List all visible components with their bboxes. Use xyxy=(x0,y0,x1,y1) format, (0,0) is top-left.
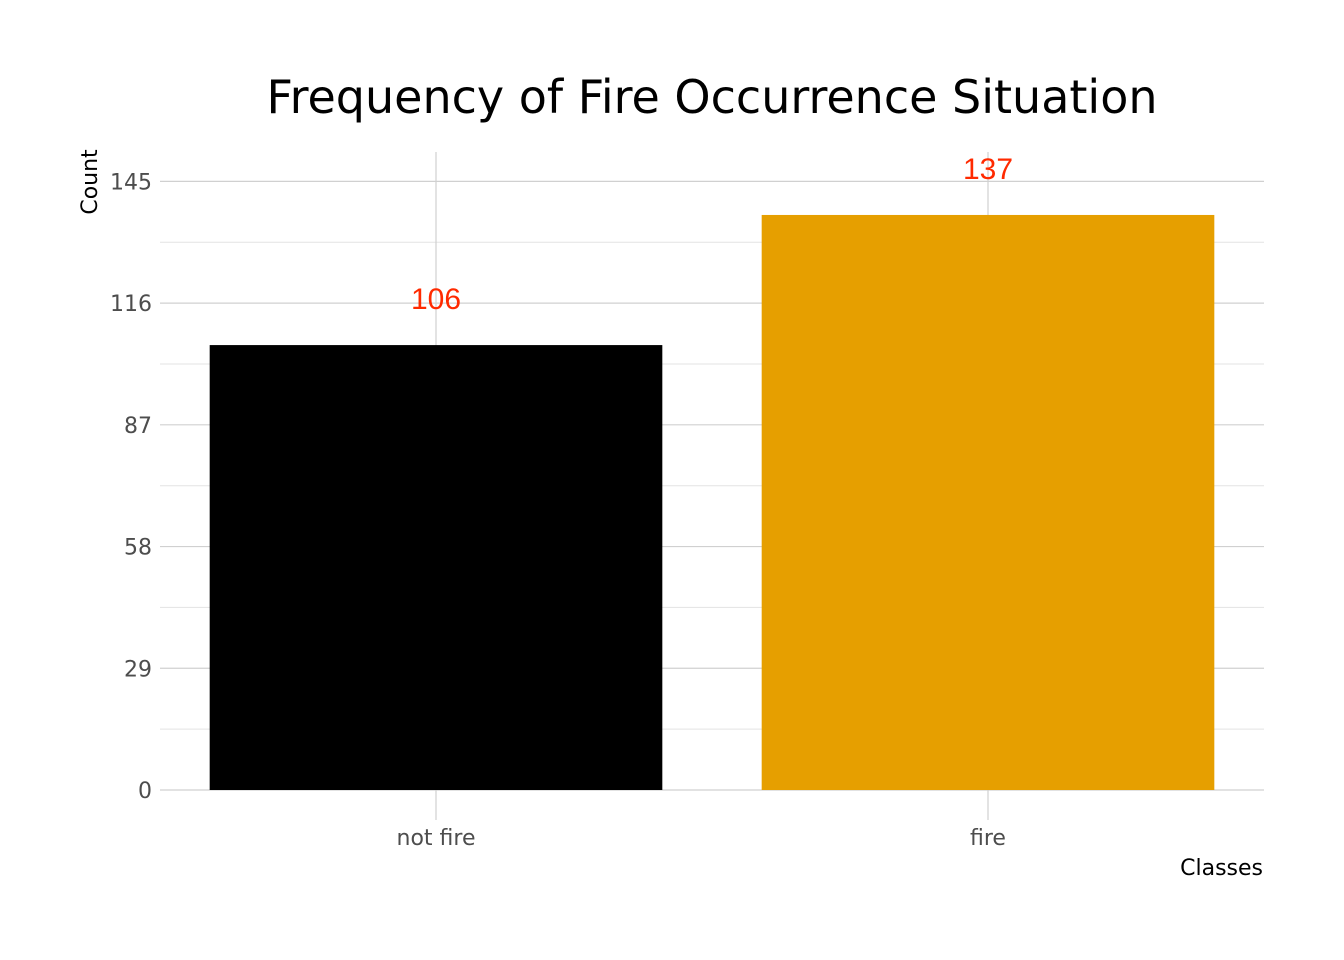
y-tick-label: 29 xyxy=(124,657,152,682)
y-tick-label: 116 xyxy=(110,292,152,317)
x-axis-title: Classes xyxy=(1180,856,1263,881)
y-axis-ticks: 0 29 58 87 116 145 xyxy=(110,170,152,804)
data-label: 137 xyxy=(963,153,1013,186)
x-axis-ticks: not fire fire xyxy=(397,826,1006,851)
y-tick-label: 87 xyxy=(124,414,152,439)
data-label: 106 xyxy=(411,283,461,316)
bar-fire xyxy=(761,214,1215,791)
y-axis-title: Count xyxy=(78,149,103,215)
y-tick-label: 145 xyxy=(110,170,152,195)
y-tick-label: 58 xyxy=(124,536,152,561)
bars xyxy=(209,214,1215,791)
y-tick-label: 0 xyxy=(138,779,152,804)
bar-not-fire xyxy=(209,345,663,790)
chart-title: Frequency of Fire Occurrence Situation xyxy=(266,70,1157,124)
x-tick-label: not fire xyxy=(397,826,476,851)
data-labels: 106 137 xyxy=(411,153,1013,316)
x-tick-label: fire xyxy=(970,826,1006,851)
